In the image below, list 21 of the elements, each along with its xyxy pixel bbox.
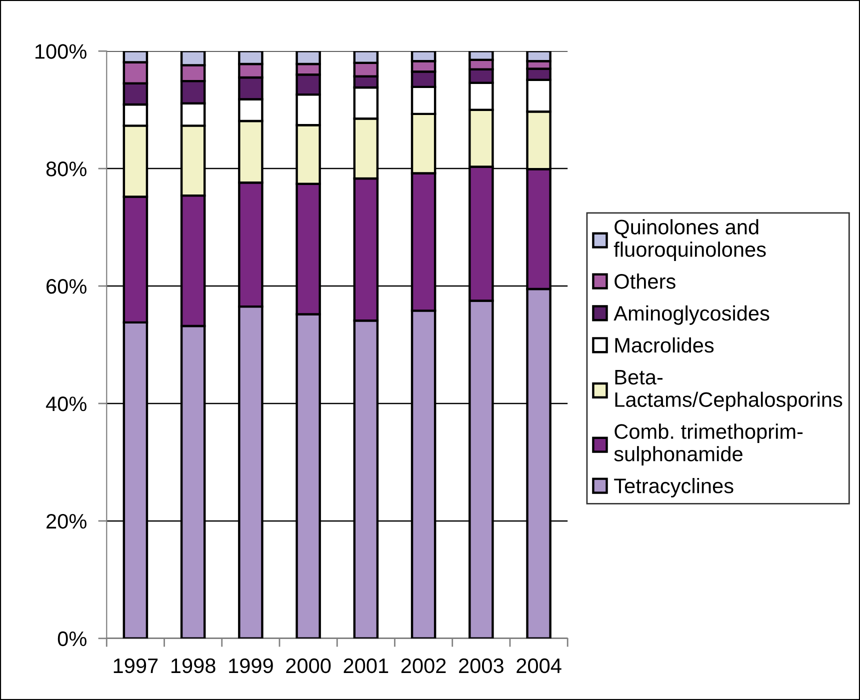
legend-label: Macrolides (615, 337, 714, 353)
y-tick-label: 80% (46, 162, 86, 176)
y-tick-label: 0% (58, 631, 86, 646)
x-tick-label: 2004 (516, 658, 562, 674)
legend-label: Quinolones and fluoroquinolones (614, 219, 766, 262)
x-tick-label: 2003 (459, 658, 504, 674)
y-tick-label: 40% (46, 396, 86, 412)
y-tick-label: 20% (46, 514, 86, 529)
x-tick-label: 2000 (286, 658, 331, 674)
x-tick-label: 1997 (114, 658, 158, 674)
legend-label: Comb. trimethoprim- sulphonamide (614, 424, 803, 466)
legend-label: Others (614, 274, 676, 289)
y-tick-label: 60% (46, 279, 86, 294)
legend-label: Beta- Lactams/Cephalosporins (615, 370, 842, 412)
x-tick-label: 1999 (229, 658, 273, 674)
y-tick-label: 100% (36, 44, 86, 59)
legend-label: Aminoglycosides (614, 305, 770, 325)
x-tick-label: 2002 (401, 658, 446, 674)
legend-label: Tetracyclines (614, 478, 734, 498)
x-tick-label: 2001 (344, 658, 388, 674)
x-tick-label: 1998 (171, 658, 216, 674)
